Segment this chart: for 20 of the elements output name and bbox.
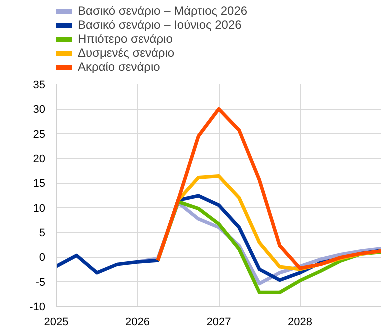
x-tick-label: 2026 bbox=[126, 316, 150, 328]
x-tick-label: 2025 bbox=[44, 316, 69, 328]
y-tick-label: 35 bbox=[33, 80, 46, 92]
x-tick-label: 2027 bbox=[206, 316, 232, 328]
y-tick-label: -5 bbox=[36, 276, 46, 289]
y-tick-label: -10 bbox=[30, 302, 46, 314]
y-tick-label: 15 bbox=[33, 178, 46, 190]
y-tick-label: 25 bbox=[33, 128, 46, 141]
legend-label: Δυσμενές σενάριο bbox=[78, 46, 175, 60]
legend-label: Βασικό σενάριο – Μάρτιος 2026 bbox=[78, 4, 248, 18]
y-tick-label: 20 bbox=[33, 154, 46, 166]
y-tick-label: 30 bbox=[33, 104, 46, 116]
line-series bbox=[156, 107, 382, 270]
legend-label: Ηπιότερο σενάριο bbox=[78, 32, 173, 46]
legend-label: Βασικό σενάριο – Ιούνιος 2026 bbox=[78, 18, 242, 32]
legend-label: Ακραίο σενάριο bbox=[78, 60, 160, 74]
x-tick-label: 2028 bbox=[288, 316, 312, 328]
y-tick-label: 0 bbox=[39, 252, 46, 264]
y-tick-label: 5 bbox=[39, 228, 46, 240]
y-tick-label: 10 bbox=[33, 202, 46, 215]
